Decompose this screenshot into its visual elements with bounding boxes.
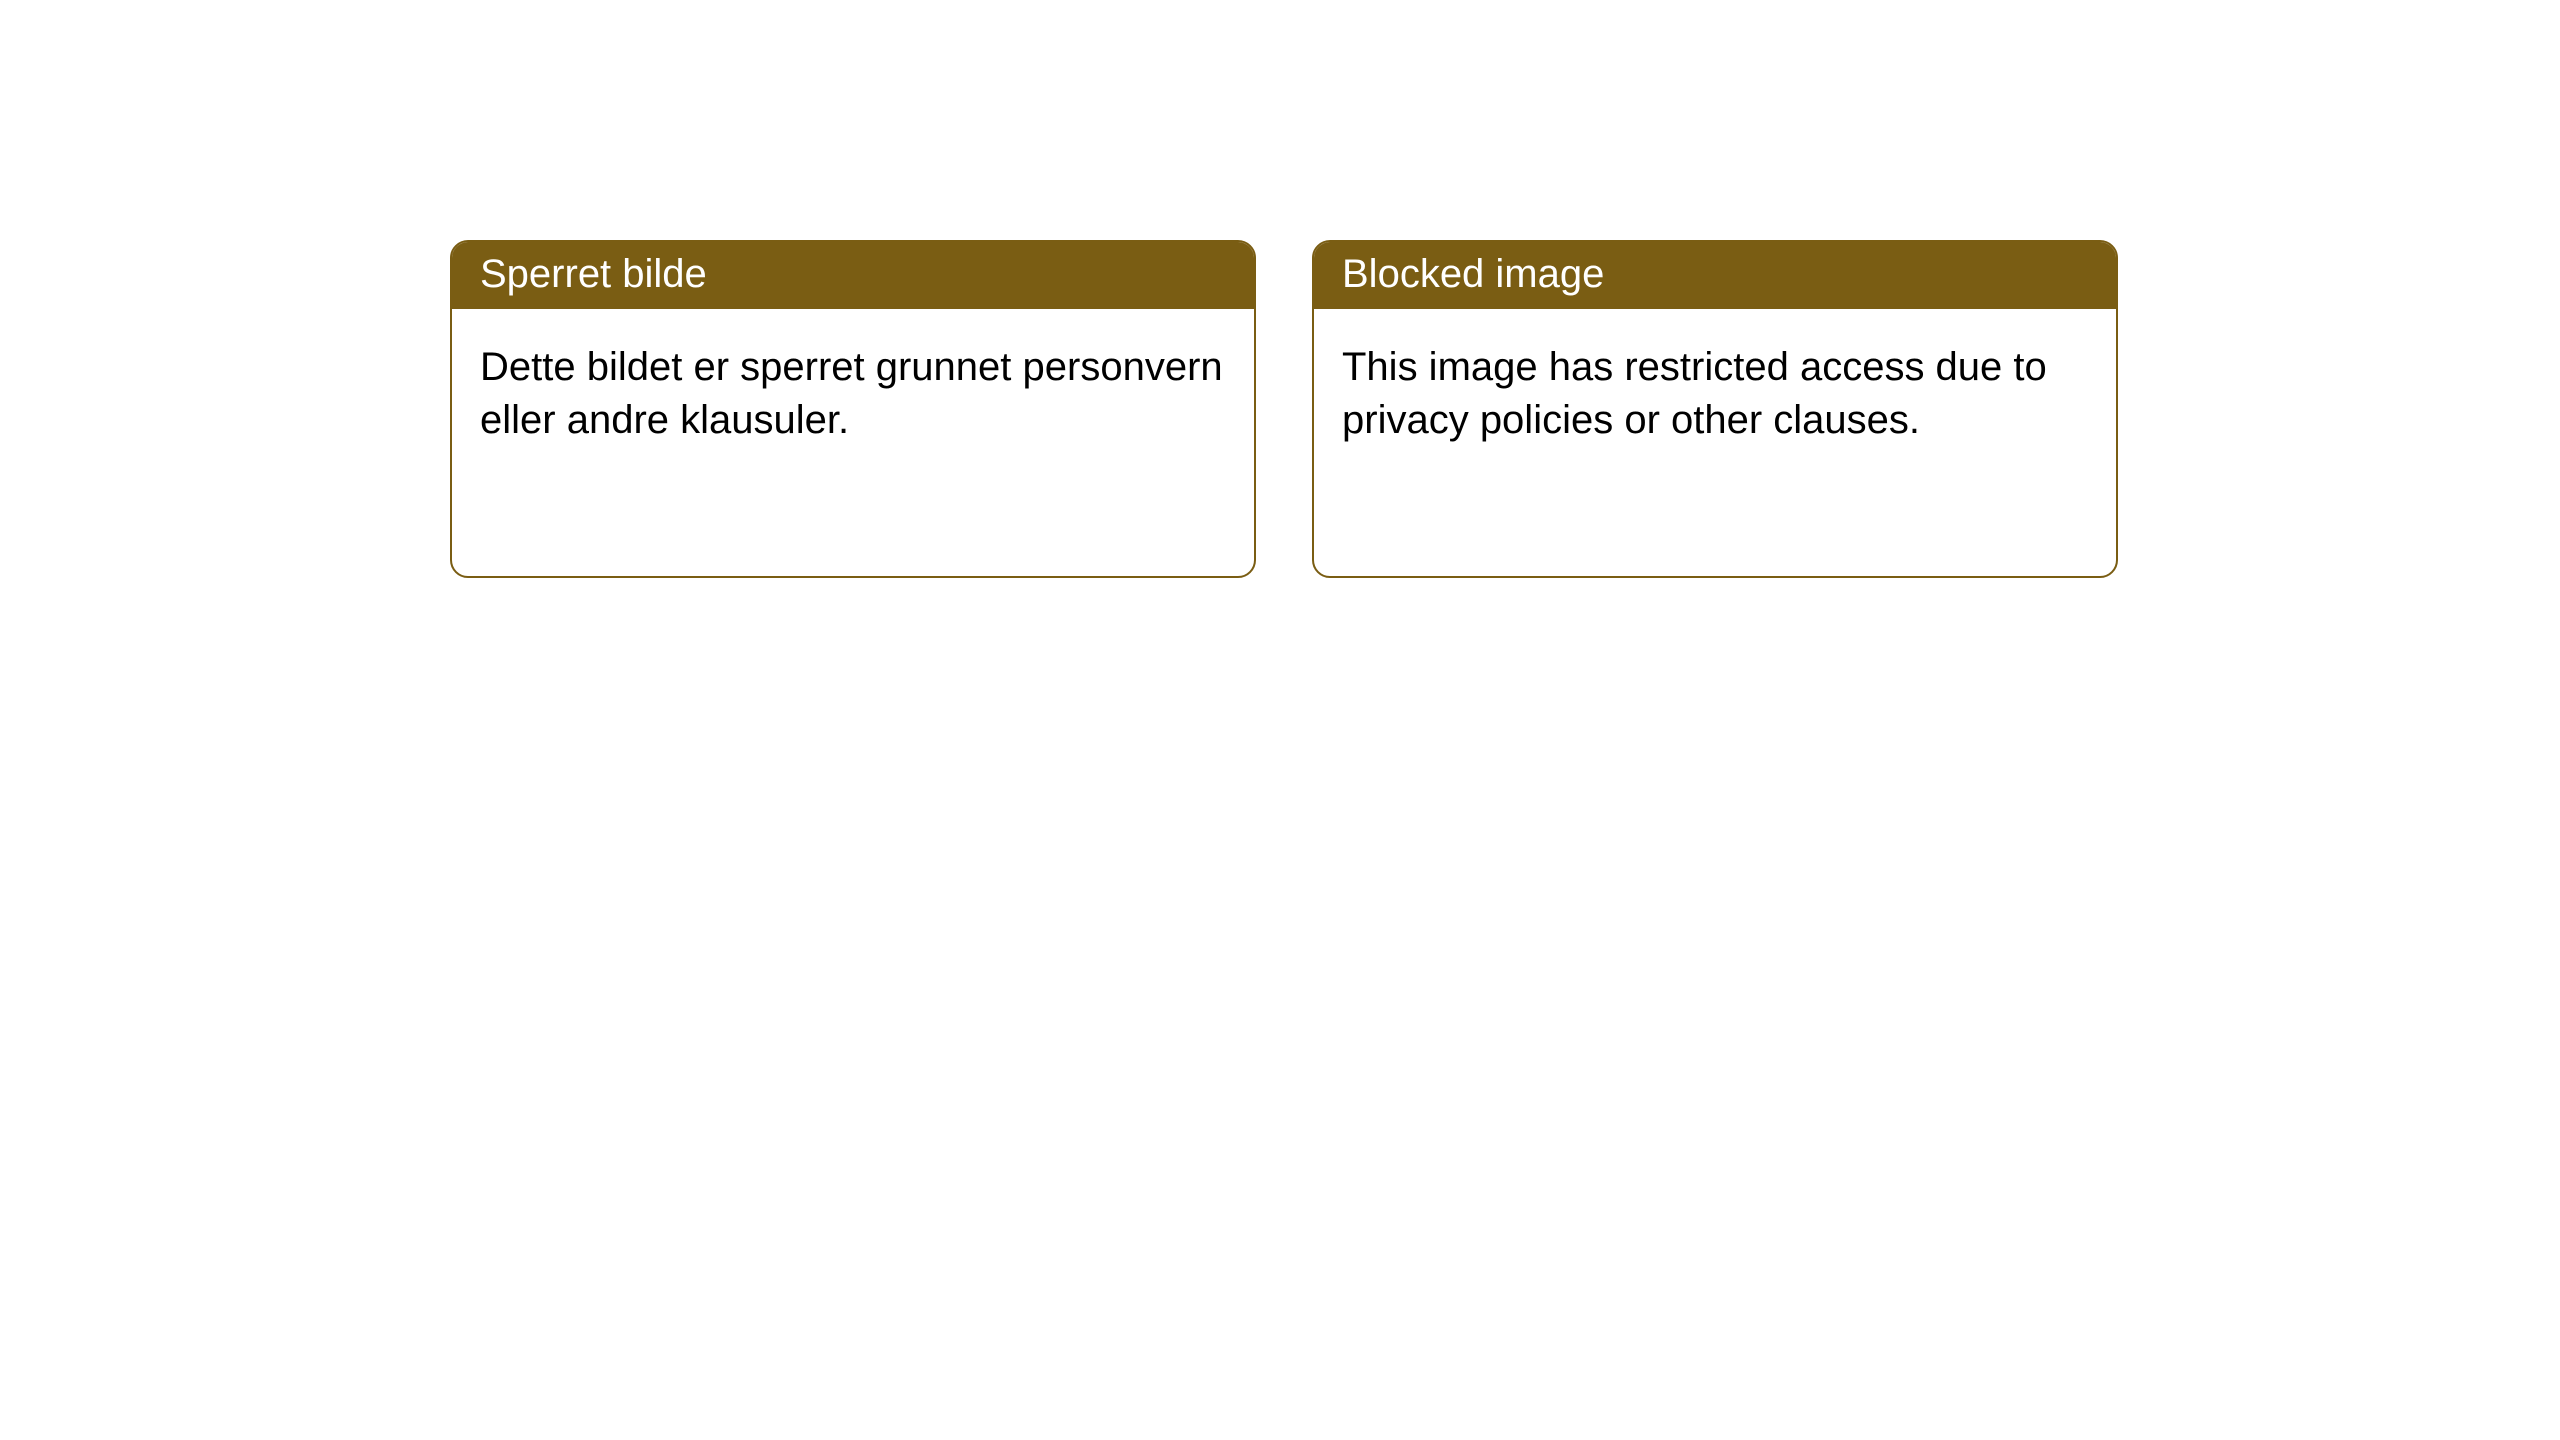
- notice-card-body: Dette bildet er sperret grunnet personve…: [452, 309, 1254, 479]
- notice-card-body: This image has restricted access due to …: [1314, 309, 2116, 479]
- notice-card-text: Dette bildet er sperret grunnet personve…: [480, 341, 1226, 447]
- notice-card-header: Blocked image: [1314, 242, 2116, 309]
- notice-cards-container: Sperret bilde Dette bildet er sperret gr…: [450, 240, 2118, 578]
- notice-card-header: Sperret bilde: [452, 242, 1254, 309]
- notice-card-title: Sperret bilde: [480, 252, 1226, 297]
- notice-card-norwegian: Sperret bilde Dette bildet er sperret gr…: [450, 240, 1256, 578]
- notice-card-text: This image has restricted access due to …: [1342, 341, 2088, 447]
- notice-card-title: Blocked image: [1342, 252, 2088, 297]
- notice-card-english: Blocked image This image has restricted …: [1312, 240, 2118, 578]
